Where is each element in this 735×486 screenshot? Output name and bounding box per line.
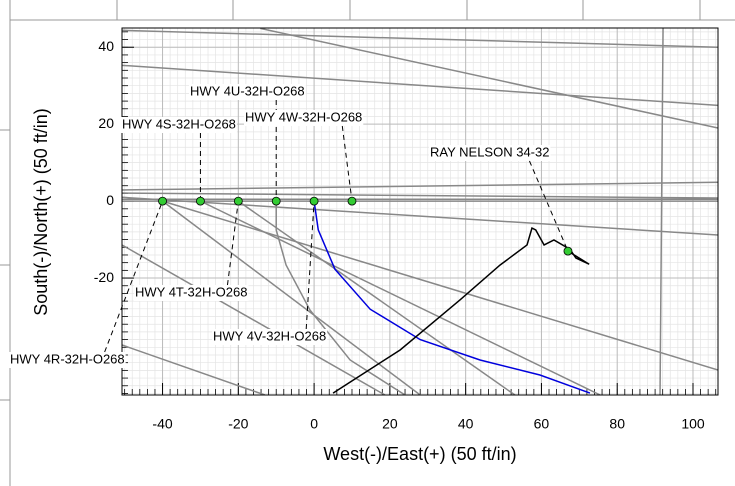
- well-path: [122, 192, 718, 199]
- wellhead: [309, 196, 319, 206]
- well-path: [122, 244, 386, 395]
- annotation: HWY 4W-32H-O268: [245, 109, 362, 124]
- annotation-bg: [121, 117, 237, 133]
- x-tick-label: 100: [681, 416, 705, 432]
- x-tick-label: 60: [534, 416, 550, 432]
- annotation-bg: [429, 145, 551, 161]
- x-tick-label: -40: [152, 416, 172, 432]
- wellhead: [271, 196, 281, 206]
- well-path: [659, 28, 664, 395]
- y-tick-label: 20: [98, 115, 114, 131]
- well-path: [200, 200, 601, 395]
- annotation-bg: [134, 285, 249, 301]
- plot: [122, 28, 718, 395]
- leader: [341, 125, 353, 202]
- leader: [529, 160, 569, 252]
- annotation-bg: [244, 110, 364, 126]
- annotation: HWY 4U-32H-O268: [190, 83, 305, 98]
- wellhead: [347, 196, 357, 206]
- annotation: HWY 4S-32H-O268: [122, 116, 236, 131]
- well-path: [122, 29, 718, 48]
- annotation: RAY NELSON 34-32: [430, 144, 549, 159]
- well-path: [275, 201, 406, 395]
- well-path: [332, 226, 590, 394]
- x-tick-label: -20: [228, 416, 248, 432]
- wellhead: [563, 246, 573, 256]
- well-path: [122, 344, 266, 395]
- annotation: HWY 4T-32H-O268: [135, 284, 247, 299]
- x-tick-label: 80: [609, 416, 625, 432]
- well-path: [260, 28, 718, 129]
- wellhead: [158, 196, 167, 206]
- well-path: [313, 201, 591, 394]
- leader: [226, 201, 239, 286]
- well-path: [237, 200, 516, 395]
- well-path: [122, 181, 718, 191]
- x-tick-label: 20: [382, 416, 398, 432]
- wellhead: [196, 196, 205, 206]
- annotation: HWY 4R-32H-O268: [10, 351, 125, 366]
- well-path: [162, 200, 421, 395]
- x-tick-label: 0: [310, 416, 318, 432]
- y-tick-label: 0: [106, 192, 114, 208]
- x-tick-label: 40: [458, 416, 474, 432]
- well-path: [162, 200, 718, 371]
- annotation: HWY 4V-32H-O268: [213, 328, 326, 343]
- annotation-bg: [9, 352, 126, 368]
- plot-border: [121, 27, 719, 396]
- leader: [305, 201, 315, 330]
- y-tick-label: -20: [94, 269, 114, 285]
- annotation-bg: [212, 329, 328, 345]
- annotation-bg: [189, 84, 306, 100]
- well-path: [122, 64, 718, 107]
- wellhead: [233, 196, 243, 206]
- well-path: [122, 196, 718, 236]
- y-tick-label: 40: [98, 38, 114, 54]
- x-axis-label: West(-)/East(+) (50 ft/in): [323, 444, 516, 464]
- y-axis-label: South(-)/North(+) (50 ft/in): [31, 108, 51, 316]
